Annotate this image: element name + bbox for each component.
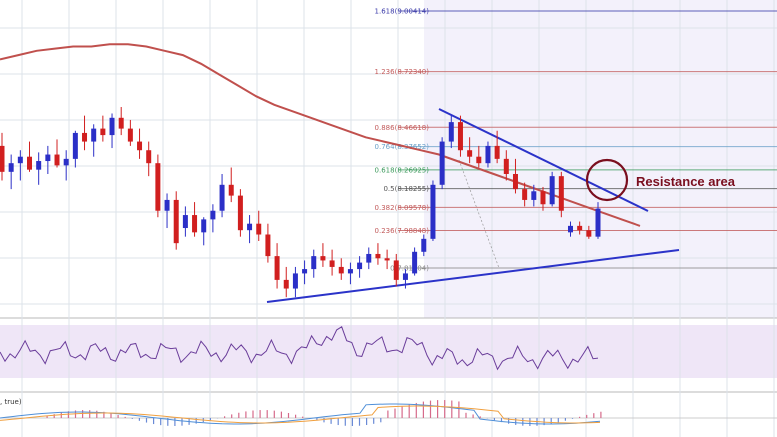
candle-body [17,156,23,164]
annotation-text: Resistance area [636,174,736,189]
candle-body [82,132,88,142]
candle-body [476,156,482,164]
candle-body [567,225,573,233]
fib-label: 0(7.81504) [390,265,429,273]
fib-label: 0.618(8.26925) [375,166,430,174]
candle-body [219,184,225,211]
candle-body [109,117,115,136]
candle-body [0,145,5,172]
candle-body [457,122,463,151]
resistance-circle [585,158,629,202]
candle-body [302,269,308,274]
candle-body [412,251,418,274]
candle-body [577,225,583,231]
candle-body [586,230,592,237]
candle-body [558,176,564,211]
candle-body [338,266,344,274]
candle-body [265,234,271,257]
candle-body [531,191,537,200]
candle-body [274,256,280,280]
candle-body [485,145,491,164]
candle-body [320,256,326,261]
candle-body [173,199,179,244]
candlesticks [0,106,601,298]
fib-anchor-line [458,159,500,269]
candle-body [549,176,555,205]
rsi-line [0,326,599,371]
candle-body [192,215,198,233]
candle-body [201,219,207,233]
macd-signal-line [0,405,601,424]
candle-body [155,163,161,211]
annotations: Resistance area [585,158,736,202]
candle-body [63,158,69,166]
candle-body [393,260,399,280]
fib-label: 0.764(8.37652) [375,143,430,151]
candle-body [228,184,234,196]
candle-body [540,191,546,205]
candle-body [430,184,436,239]
resistance-trendline [438,108,649,212]
candle-body [247,223,253,231]
candle-body [421,238,427,252]
candle-body [164,199,170,211]
candle-body [357,262,363,270]
candle-body [522,189,528,200]
candle-body [27,156,33,170]
candle-body [439,141,445,185]
candle-body [375,253,381,259]
fib-label: 0.236(7.98848) [375,227,430,235]
candle-body [402,273,408,280]
candle-body [329,260,335,267]
candle-body [467,150,473,157]
candle-body [137,141,143,151]
candle-body [494,145,500,159]
candle-body [91,128,97,142]
candle-body [210,210,216,220]
candle-body [118,117,124,129]
trendlines [266,108,680,303]
candle-body [595,208,601,237]
indicator-label: , true) [0,398,22,406]
candle-body [366,253,372,263]
fib-label: 1.236(8.72340) [375,68,430,76]
fib-label: 0.886(8.46618) [375,124,430,132]
candle-body [8,163,14,172]
candle-body [146,150,152,164]
candle-body [237,195,243,231]
candle-body [512,173,518,190]
candle-body [100,128,106,136]
candle-body [54,154,60,166]
candle-body [127,128,133,142]
candle-body [45,154,51,162]
support-trendline [266,249,680,303]
candle-body [36,161,42,170]
candle-body [311,256,317,270]
candle-body [283,279,289,289]
candle-body [72,132,78,159]
fib-zone [424,0,777,318]
candle-body [292,273,298,289]
macd-panel: , true) [0,398,777,426]
fib-label: 0.5(8.18255) [383,185,429,193]
rsi-panel [0,326,599,371]
fib-label: 1.618(9.00414) [375,8,430,16]
candle-body [384,258,390,261]
fib-label: 0.382(8.09578) [375,204,430,212]
candle-body [182,215,188,229]
candle-body [448,122,454,142]
candle-body [347,269,353,274]
candle-body [503,158,509,174]
candle-body [256,223,262,235]
